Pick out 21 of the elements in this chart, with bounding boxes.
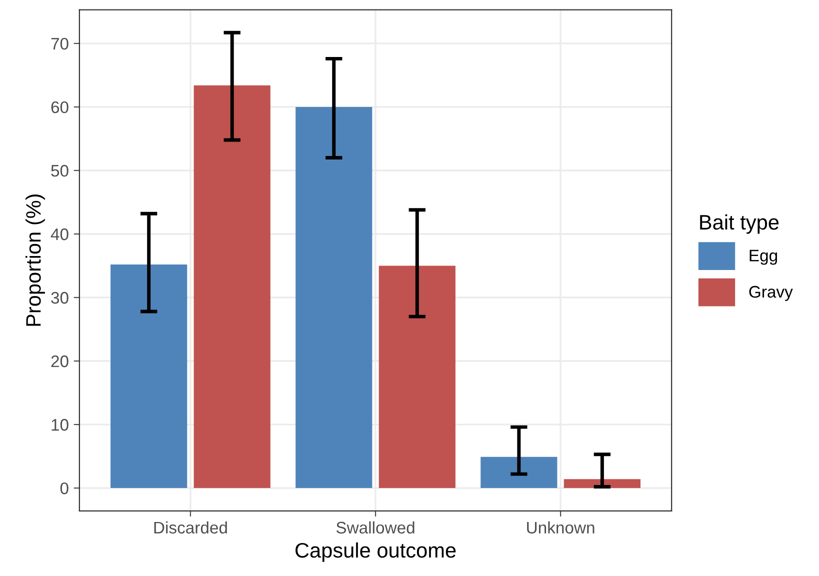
bar — [296, 106, 372, 488]
x-tick-label: Unknown — [527, 521, 594, 534]
legend-label: Gravy — [749, 286, 793, 302]
y-tick-label: 60 — [51, 101, 68, 114]
y-tick-label: 20 — [51, 355, 68, 368]
bar — [110, 264, 188, 488]
y-tick-label: 40 — [50, 228, 68, 240]
y-tick-label: 0 — [60, 482, 68, 494]
y-tick-label: 70 — [51, 38, 68, 50]
legend-label: Egg — [750, 250, 778, 265]
y-tick-label: 10 — [52, 418, 68, 431]
y-tick-label: 30 — [51, 292, 68, 304]
y-axis-title: Proportion (%) — [26, 194, 45, 326]
bar — [480, 456, 558, 488]
x-tick-label: Swallowed — [336, 521, 414, 534]
x-axis-title: Capsule outcome — [296, 542, 456, 562]
legend-title: Bait type — [700, 214, 779, 234]
x-tick-label: Discarded — [154, 521, 227, 534]
bar — [378, 266, 456, 488]
y-tick-label: 50 — [51, 164, 68, 177]
bar — [194, 85, 270, 488]
